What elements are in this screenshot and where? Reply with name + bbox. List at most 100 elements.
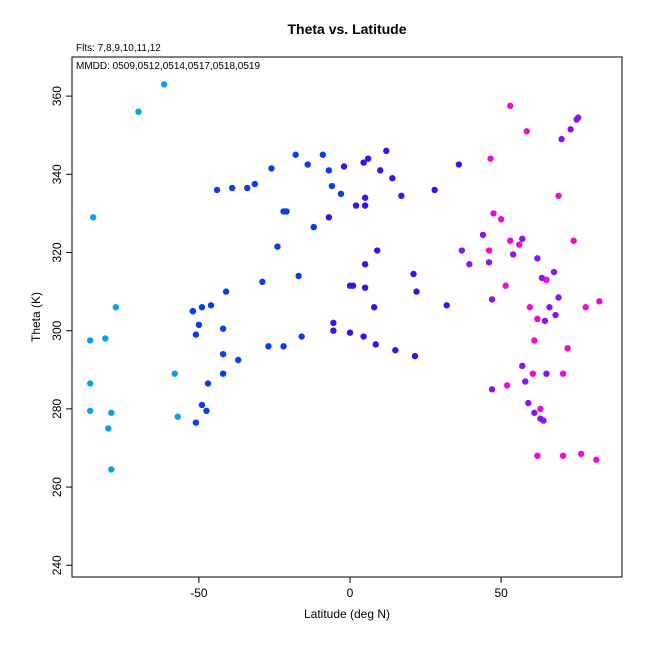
data-point (325, 167, 333, 174)
data-point (567, 126, 574, 133)
data-point (213, 186, 221, 194)
data-point (550, 268, 558, 276)
data-point (346, 329, 354, 336)
data-point (455, 161, 463, 168)
data-point (189, 307, 197, 315)
data-point (488, 296, 496, 303)
data-point (219, 350, 227, 358)
data-point (228, 184, 236, 192)
data-point (283, 208, 290, 215)
data-point (86, 407, 94, 415)
data-point (274, 243, 281, 250)
data-point (564, 345, 571, 352)
data-point (488, 386, 496, 393)
data-point (523, 128, 531, 135)
data-point (410, 270, 417, 278)
data-point (86, 380, 94, 387)
data-point (295, 272, 302, 280)
data-point (526, 304, 534, 311)
data-point (519, 235, 526, 243)
y-tick-label: 360 (50, 86, 64, 106)
data-point (195, 321, 203, 329)
x-axis-label: Latitude (deg N) (304, 607, 390, 621)
data-point (392, 347, 399, 354)
data-point (546, 304, 553, 311)
data-point (160, 81, 168, 88)
data-point (340, 163, 348, 170)
data-point (487, 155, 494, 162)
data-point (112, 304, 120, 311)
chart-annotation: MMDD: 0509,0512,0514,0517,0518,0519 (76, 61, 260, 72)
data-point (541, 317, 549, 325)
data-point (534, 452, 541, 459)
data-point (171, 370, 178, 377)
data-point (543, 276, 550, 284)
data-point (398, 192, 405, 199)
data-point (108, 466, 115, 473)
data-point (174, 413, 181, 420)
axis-ticks: -50 0 50 240 260 280 300 320 340 360 (50, 86, 508, 600)
y-tick-label: 240 (50, 555, 64, 575)
data-point (135, 108, 142, 115)
data-point (330, 319, 337, 327)
data-point (372, 341, 379, 348)
data-point (244, 184, 251, 192)
data-point (593, 456, 600, 463)
data-point (89, 214, 97, 221)
data-point (525, 399, 532, 407)
data-point (578, 450, 585, 458)
data-point (534, 255, 541, 262)
y-tick-label: 260 (50, 477, 64, 497)
data-point (108, 409, 115, 416)
data-point (555, 294, 562, 301)
data-point (192, 331, 200, 338)
y-tick-label: 280 (50, 399, 64, 419)
data-point (443, 302, 450, 309)
data-point (361, 261, 369, 268)
data-point (268, 165, 275, 172)
data-point (559, 452, 567, 459)
chart-subtitle: Flts: 7,8,9,10,11,12 (76, 43, 161, 54)
data-point (531, 409, 538, 416)
data-point (510, 251, 517, 258)
data-point (86, 337, 94, 344)
y-tick-label: 320 (50, 242, 64, 262)
x-tick-label: 0 (347, 586, 354, 600)
data-point (102, 335, 109, 342)
data-point (374, 247, 381, 254)
data-point (198, 401, 206, 409)
data-point (310, 223, 317, 231)
data-point (582, 304, 589, 311)
data-point (328, 182, 336, 190)
data-point (431, 186, 438, 194)
data-point (364, 155, 372, 162)
data-point (543, 370, 550, 377)
data-point (503, 382, 511, 389)
data-point (497, 216, 505, 223)
data-point (319, 151, 327, 158)
data-point (502, 282, 509, 289)
y-tick-label: 340 (50, 164, 64, 184)
data-point (219, 370, 227, 377)
data-point (458, 247, 466, 254)
data-point (596, 298, 603, 305)
data-point (330, 327, 337, 334)
data-point (377, 167, 384, 174)
data-point (516, 241, 523, 248)
x-tick-label: 50 (494, 586, 508, 600)
data-point (235, 356, 242, 364)
data-point (198, 304, 206, 311)
data-point (540, 417, 547, 424)
data-point (570, 237, 577, 244)
data-point (506, 102, 514, 110)
plot-frame (71, 56, 623, 578)
data-point (352, 202, 360, 209)
data-point (207, 302, 215, 309)
data-point (490, 210, 497, 217)
data-point (537, 405, 544, 413)
data-point (522, 378, 529, 385)
data-point (292, 151, 299, 158)
data-point (219, 325, 227, 332)
data-point (519, 362, 526, 370)
